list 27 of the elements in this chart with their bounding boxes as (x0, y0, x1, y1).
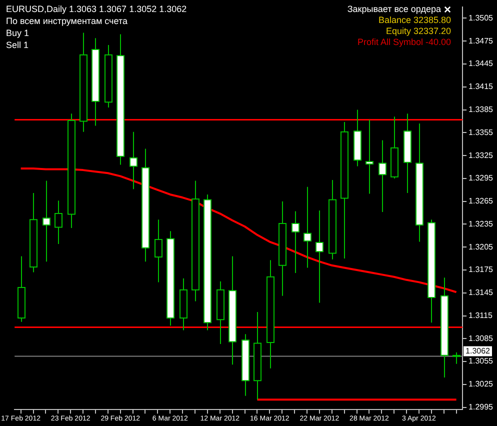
y-tick-label: 1.3055 (468, 356, 494, 366)
y-tick-label: 1.2995 (468, 402, 494, 412)
y-tick-label: 1.3505 (468, 13, 494, 22)
annotation: Balance 32385.80 (378, 15, 451, 26)
y-tick-label: 1.3385 (468, 104, 494, 114)
y-tick-label: 1.3205 (468, 242, 494, 252)
y-tick-label: 1.3115 (468, 310, 493, 320)
y-tick-label: 1.3265 (468, 196, 494, 206)
y-tick-label: 1.3085 (468, 334, 494, 343)
annotation: Закрывает все ордера (347, 4, 441, 15)
annotation: Equity 32337.20 (386, 26, 451, 37)
y-tick-label: 1.3415 (468, 82, 494, 92)
y-tick-label: 1.3235 (468, 219, 494, 228)
ref-line-label: 1.3062 (466, 346, 491, 356)
y-tick-label: 1.3025 (468, 380, 494, 389)
annotation: По всем инструментам счета (6, 16, 128, 27)
annotation: Buy 1 (6, 28, 30, 39)
y-tick-label: 1.3145 (468, 288, 494, 298)
y-tick-label: 1.3175 (468, 265, 494, 274)
annotation: Sell 1 (6, 40, 29, 51)
annotation: Profit All Symbol -40.00 (357, 37, 451, 48)
y-tick-label: 1.3475 (468, 36, 494, 46)
chart-title: EURUSD,Daily 1.3063 1.3067 1.3052 1.3062 (6, 4, 187, 15)
y-tick-label: 1.3295 (468, 174, 494, 183)
y-tick-label: 1.3355 (468, 128, 494, 137)
y-tick-label: 1.3445 (468, 59, 494, 68)
y-tick-label: 1.3325 (468, 150, 494, 160)
